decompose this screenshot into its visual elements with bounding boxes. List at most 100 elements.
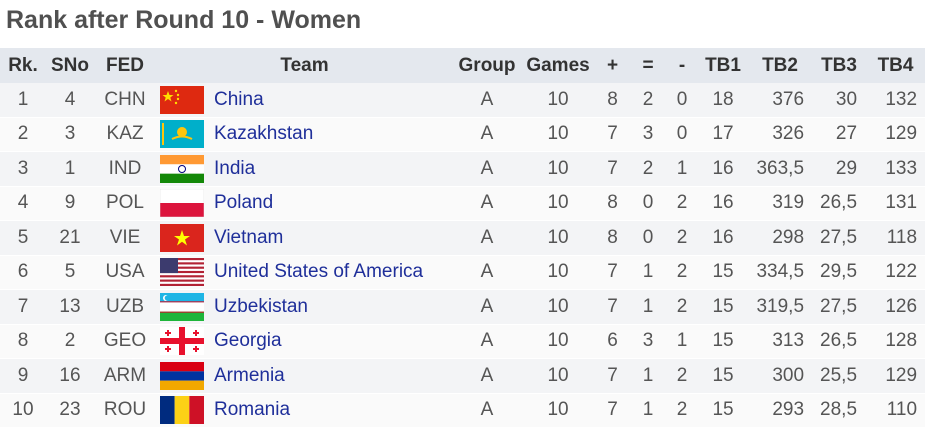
table-cell: 131	[866, 186, 925, 221]
table-cell: 7	[595, 393, 631, 428]
table-cell: 16	[698, 151, 749, 187]
flag-icon	[160, 258, 204, 287]
team-name: Armenia	[208, 358, 454, 394]
table-cell: 7	[595, 289, 631, 325]
table-row: 4 9 POL Poland A 10 8 0 2 16 319 26,5 131	[0, 186, 925, 221]
table-cell: 1	[0, 83, 46, 118]
table-cell: 319,5	[748, 289, 813, 325]
table-cell: 10	[0, 393, 46, 428]
table-cell: 334,5	[748, 255, 813, 290]
table-cell: A	[453, 255, 522, 290]
table-cell: 26,5	[812, 186, 867, 221]
table-cell: 16	[698, 186, 749, 221]
table-row: 5 21 VIE Vietnam A 10 8 0 2 16 298 27,5 118	[0, 220, 925, 256]
table-cell: CHN	[94, 83, 156, 118]
table-cell: 17	[698, 117, 749, 152]
column-header: +	[595, 48, 631, 83]
table-cell: 21	[46, 220, 94, 256]
table-cell: 8	[595, 186, 631, 221]
table-cell: 3	[630, 117, 667, 152]
table-cell: 10	[521, 289, 596, 325]
table-cell: 3	[630, 324, 667, 359]
table-row: 7 13 UZB Uzbekistan A 10 7 1 2 15 319,5 27,5 126	[0, 289, 925, 325]
column-header: TB3	[812, 48, 867, 83]
table-cell: 2	[666, 220, 699, 256]
flag-icon	[160, 189, 204, 218]
table-cell: 132	[866, 83, 925, 118]
table-cell: 7	[595, 117, 631, 152]
table-cell: 2	[46, 324, 94, 359]
table-cell: POL	[94, 186, 156, 221]
table-body: 1 4 CHN China A 10 8 2 0 18 376 30 132 2 3 KAZ Kazakhsta…	[0, 83, 925, 428]
table-cell: 8	[595, 83, 631, 118]
table-cell: USA	[94, 255, 156, 290]
table-cell: A	[453, 186, 522, 221]
table-cell: 9	[46, 186, 94, 221]
table-cell: A	[453, 289, 522, 325]
table-cell: A	[453, 393, 522, 428]
table-row: 10 23 ROU Romania A 10 7 1 2 15 293 28,5 110	[0, 393, 925, 428]
table-cell: 23	[46, 393, 94, 428]
table-cell: 10	[521, 255, 596, 290]
flag-icon	[160, 223, 204, 252]
table-cell: 4	[0, 186, 46, 221]
table-cell: 8	[0, 324, 46, 359]
title: Rank after Round 10 - Women	[6, 6, 362, 34]
team-name: Uzbekistan	[208, 289, 454, 325]
table-cell: 9	[0, 358, 46, 394]
table-cell: 128	[866, 324, 925, 359]
column-header: -	[666, 48, 699, 83]
table-cell: 15	[698, 289, 749, 325]
table-cell: 26,5	[812, 324, 867, 359]
table-cell: 363,5	[748, 151, 813, 187]
table-cell: A	[453, 117, 522, 152]
table-cell: 10	[521, 151, 596, 187]
table-cell: 10	[521, 324, 596, 359]
team-name: Romania	[208, 393, 454, 428]
table-cell: ARM	[94, 358, 156, 394]
column-header: Team	[156, 48, 454, 83]
table-cell: A	[453, 83, 522, 118]
table-cell: 5	[46, 255, 94, 290]
table-cell: 3	[46, 117, 94, 152]
column-header: =	[630, 48, 667, 83]
table-cell: 3	[0, 151, 46, 187]
column-header: Group	[453, 48, 522, 83]
table-row: 3 1 IND India A 10 7 2 1 16 363,5 29 133	[0, 151, 925, 187]
table-cell: 133	[866, 151, 925, 187]
table-cell: 29,5	[812, 255, 867, 290]
table-cell: 6	[0, 255, 46, 290]
table-cell: 2	[630, 151, 667, 187]
table-cell: 13	[46, 289, 94, 325]
table-cell: UZB	[94, 289, 156, 325]
table-cell: IND	[94, 151, 156, 187]
flag-icon	[160, 396, 204, 425]
table-cell: 0	[630, 220, 667, 256]
table-cell: 0	[630, 186, 667, 221]
flag-cell	[156, 220, 208, 256]
table-cell: KAZ	[94, 117, 156, 152]
table-cell: 126	[866, 289, 925, 325]
table-cell: 30	[812, 83, 867, 118]
team-name: Poland	[208, 186, 454, 221]
team-name: India	[208, 151, 454, 187]
table-cell: 10	[521, 358, 596, 394]
column-header: FED	[94, 48, 156, 83]
table-row: 6 5 USA United States of America A 10 7 1 2 15 334…	[0, 255, 925, 290]
flag-icon	[160, 154, 204, 183]
table-cell: 10	[521, 83, 596, 118]
flag-icon	[160, 361, 204, 390]
table-cell: 2	[666, 393, 699, 428]
table-cell: 15	[698, 255, 749, 290]
table-cell: ROU	[94, 393, 156, 428]
flag-cell	[156, 324, 208, 359]
table-cell: 10	[521, 117, 596, 152]
table-cell: 110	[866, 393, 925, 428]
table-cell: A	[453, 358, 522, 394]
table-cell: 15	[698, 324, 749, 359]
column-header: SNo	[46, 48, 94, 83]
flag-icon	[160, 327, 204, 356]
table-cell: 1	[630, 255, 667, 290]
table-cell: 7	[595, 358, 631, 394]
